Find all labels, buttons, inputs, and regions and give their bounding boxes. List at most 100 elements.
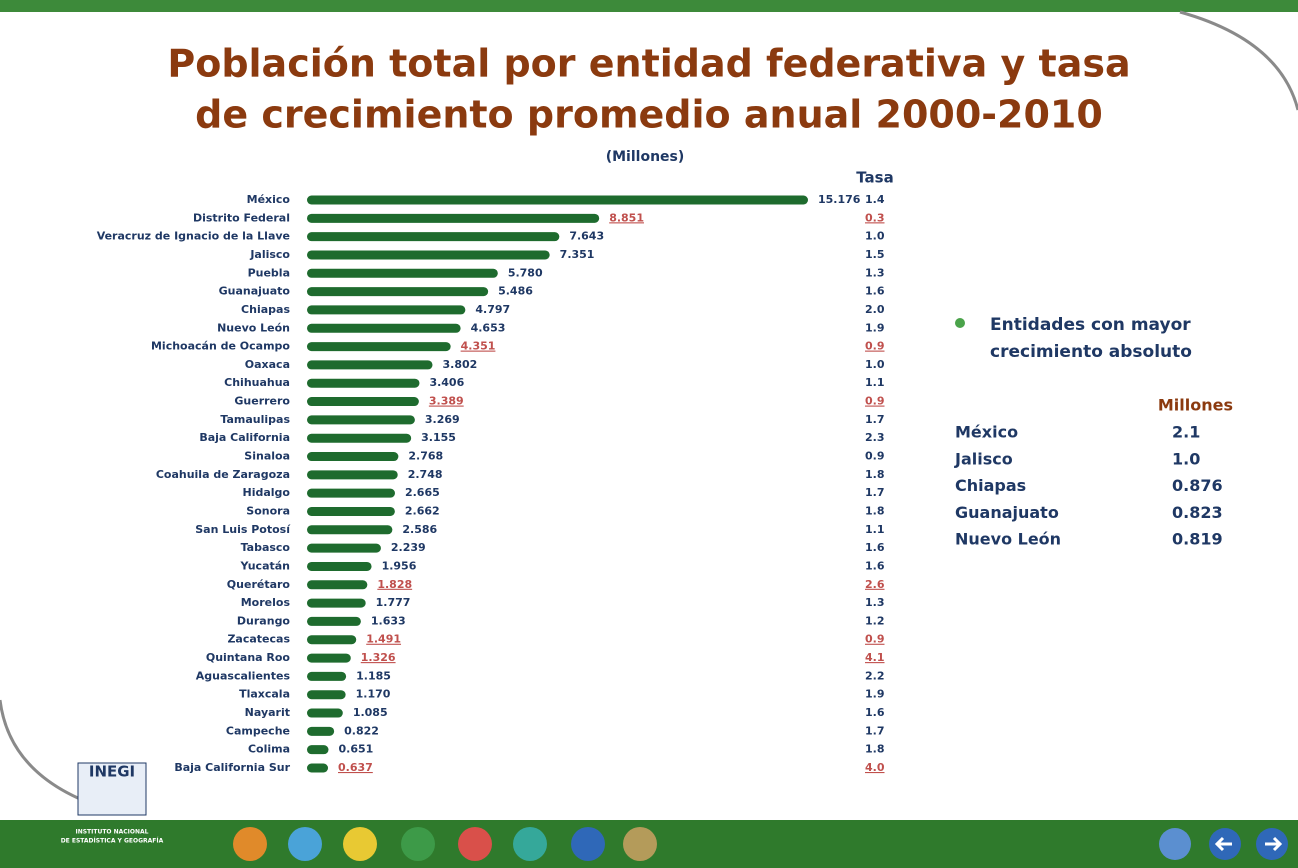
logo-box	[77, 762, 147, 816]
top-bar	[0, 0, 1298, 12]
rate-label: 4.0	[865, 761, 885, 774]
nav-button[interactable]	[513, 827, 547, 861]
bar	[307, 287, 489, 297]
bar	[307, 653, 351, 663]
category-label: Chihuahua	[224, 376, 290, 389]
bar	[307, 506, 395, 516]
value-label: 8.851	[609, 211, 644, 224]
panel-value: 0.819	[1172, 530, 1223, 549]
rate-label: 1.8	[865, 468, 885, 481]
bar	[307, 323, 461, 333]
category-label: Baja California	[199, 431, 290, 444]
value-label: 0.637	[338, 761, 373, 774]
category-label: Guanajuato	[219, 285, 291, 298]
rate-label: 1.8	[865, 504, 885, 517]
subtitle: (Millones)	[606, 149, 685, 165]
bar	[307, 232, 560, 242]
value-label: 1.085	[353, 706, 388, 719]
panel-state: México	[955, 423, 1018, 442]
arrow-icon	[1265, 836, 1283, 852]
nav-button[interactable]	[571, 827, 605, 861]
bar	[307, 250, 550, 260]
category-label: Nuevo León	[217, 321, 290, 334]
rate-label: 1.0	[865, 230, 885, 243]
rate-label: 0.9	[865, 340, 885, 353]
nav-button[interactable]	[343, 827, 377, 861]
bar	[307, 580, 368, 590]
bar	[307, 635, 357, 645]
value-label: 7.643	[569, 230, 604, 243]
rate-label: 1.7	[865, 413, 885, 426]
rate-label: 1.0	[865, 358, 885, 371]
value-label: 3.389	[429, 395, 464, 408]
value-label: 15.176	[818, 193, 861, 206]
category-label: Zacatecas	[227, 633, 290, 646]
rate-label: 1.3	[865, 596, 885, 609]
rate-label: 1.9	[865, 688, 885, 701]
value-label: 2.239	[391, 541, 426, 554]
value-label: 0.822	[344, 724, 379, 737]
nav-button[interactable]	[233, 827, 267, 861]
bullet	[955, 318, 965, 328]
bar	[307, 763, 329, 773]
category-label: Oaxaca	[245, 358, 290, 371]
bar	[307, 213, 600, 223]
value-label: 7.351	[560, 248, 595, 261]
bar	[307, 378, 420, 388]
value-label: 1.777	[376, 596, 411, 609]
category-label: Nayarit	[245, 706, 290, 719]
rate-label: 1.6	[865, 559, 885, 572]
value-label: 1.956	[382, 559, 417, 572]
category-label: Aguascalientes	[196, 669, 291, 682]
rate-label: 1.9	[865, 321, 885, 334]
bar	[307, 470, 398, 480]
category-label: Tabasco	[241, 541, 291, 554]
bar	[307, 671, 347, 681]
nav-button[interactable]	[458, 827, 492, 861]
bar	[307, 690, 346, 700]
bar	[307, 360, 433, 370]
bar	[307, 488, 395, 498]
category-label: Durango	[237, 614, 291, 627]
panel-state: Jalisco	[954, 449, 1013, 468]
rate-label: 0.9	[865, 395, 885, 408]
value-label: 4.351	[461, 340, 496, 353]
logo-text: INSTITUTO NACIONAL	[75, 829, 148, 836]
category-label: Coahuila de Zaragoza	[156, 468, 290, 481]
nav-button[interactable]	[401, 827, 435, 861]
rate-label: 1.1	[865, 523, 885, 536]
bar	[307, 305, 466, 315]
category-label: Tamaulipas	[220, 413, 290, 426]
rate-label: 1.7	[865, 486, 885, 499]
category-label: Distrito Federal	[193, 211, 290, 224]
category-label: Yucatán	[240, 559, 290, 572]
arrow-icon	[1214, 836, 1232, 852]
bar	[307, 543, 381, 553]
rate-label: 1.2	[865, 614, 885, 627]
rate-header: Tasa	[856, 169, 893, 187]
category-label: Hidalgo	[243, 486, 291, 499]
rate-label: 1.7	[865, 724, 885, 737]
nav-button[interactable]	[623, 827, 657, 861]
panel-unit: Millones	[1158, 396, 1233, 415]
value-label: 4.653	[471, 321, 506, 334]
rate-label: 2.2	[865, 669, 885, 682]
nav-button[interactable]	[288, 827, 322, 861]
rate-label: 4.1	[865, 651, 885, 664]
panel-state: Nuevo León	[955, 530, 1061, 549]
menu-button[interactable]	[1159, 828, 1191, 860]
frame-curve	[1179, 10, 1298, 111]
bar	[307, 433, 412, 443]
rate-label: 0.9	[865, 450, 885, 463]
rate-label: 0.9	[865, 633, 885, 646]
category-label: Querétaro	[227, 578, 291, 591]
category-label: Tlaxcala	[239, 688, 290, 701]
rate-label: 1.6	[865, 706, 885, 719]
category-label: Michoacán de Ocampo	[151, 340, 290, 353]
value-label: 1.170	[356, 688, 391, 701]
rate-label: 1.6	[865, 285, 885, 298]
category-label: Campeche	[226, 724, 290, 737]
value-label: 3.406	[429, 376, 464, 389]
